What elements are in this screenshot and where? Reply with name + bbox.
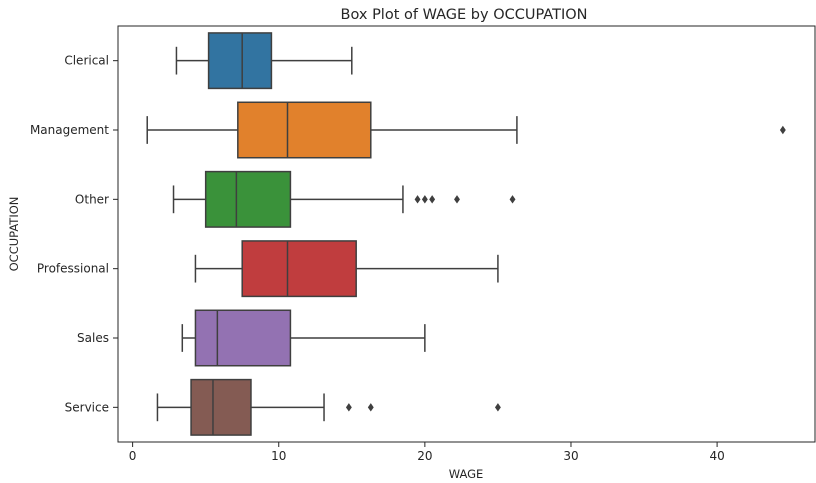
x-tick-label-0: 0 [129, 449, 137, 463]
y-tick-label-other: Other [75, 192, 109, 206]
outlier-other-4 [454, 195, 460, 204]
box-management [146, 101, 786, 159]
plot-area [117, 25, 816, 443]
boxes-group [146, 32, 786, 436]
outlier-other-3 [429, 195, 436, 204]
outlier-management-1 [779, 125, 786, 135]
outlier-service-3 [494, 403, 501, 412]
box-professional [194, 240, 499, 298]
y-axis-label: OCCUPATION [7, 197, 21, 272]
outlier-other-2 [421, 195, 428, 204]
box-sales [181, 309, 426, 367]
box-service [156, 378, 501, 436]
x-tick-label-30: 30 [563, 449, 578, 463]
iqr-box-sales [194, 309, 292, 367]
iqr-box-other [204, 170, 292, 228]
y-tick-label-sales: Sales [77, 331, 109, 345]
x-axis-ticks: 0 10 20 30 40 [129, 442, 725, 463]
y-tick-label-service: Service [65, 400, 109, 414]
y-tick-label-professional: Professional [37, 262, 109, 276]
outlier-service-2 [367, 403, 374, 412]
outlier-service-1 [345, 403, 352, 412]
iqr-box-management [237, 101, 372, 159]
y-tick-label-management: Management [30, 123, 109, 137]
box-other [172, 170, 516, 228]
iqr-box-service [190, 378, 252, 436]
x-tick-label-40: 40 [709, 449, 724, 463]
chart-title: Box Plot of WAGE by OCCUPATION [341, 7, 588, 23]
x-axis-label: WAGE [449, 467, 484, 481]
y-axis-ticks: Clerical Management Other Professional Sales… [30, 54, 118, 414]
iqr-box-clerical [207, 32, 273, 90]
x-tick-label-20: 20 [417, 449, 432, 463]
y-tick-label-clerical: Clerical [64, 54, 109, 68]
x-tick-label-10: 10 [271, 449, 286, 463]
outlier-other-5 [509, 195, 516, 204]
iqr-box-professional [241, 240, 357, 298]
box-clerical [175, 32, 353, 90]
outlier-other-1 [414, 195, 421, 204]
